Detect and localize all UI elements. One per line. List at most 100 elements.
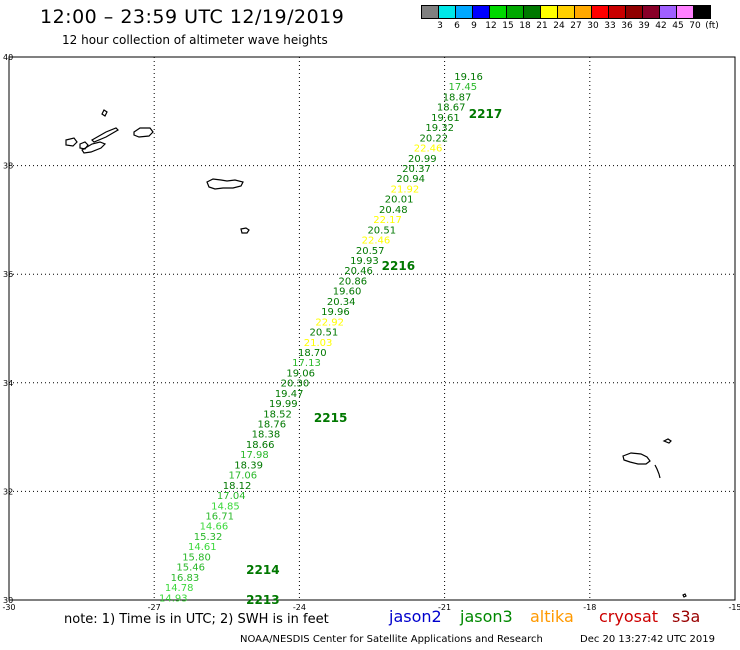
x-tick-label: -18 — [583, 603, 596, 612]
swh-value: 18.38 — [252, 430, 281, 441]
wave-height-legend: 3 6 9 12 15 18 21 24 27 30 33 36 39 42 45 70 (ft) — [421, 5, 719, 33]
legend-label: 18 — [519, 21, 531, 31]
swh-value: 18.67 — [437, 103, 466, 114]
swh-value: 14.66 — [200, 522, 229, 533]
axis-tick-labels: -30 -27 -24 -21 -18 -15 40 38 36 34 32 30 — [2, 53, 740, 612]
swh-value: 19.47 — [275, 389, 304, 400]
y-tick-label: 30 — [3, 596, 13, 605]
legend-label: 39 — [638, 21, 650, 31]
x-tick-label: -21 — [438, 603, 451, 612]
map-border — [8, 56, 736, 601]
pass-number-label: 2216 — [382, 259, 415, 273]
legend-label: 30 — [587, 21, 599, 31]
y-tick-label: 36 — [3, 270, 13, 279]
swh-value: 20.99 — [408, 154, 437, 165]
swh-value: 21.03 — [304, 338, 333, 349]
legend-label: (ft) — [705, 21, 719, 31]
swh-value: 18.12 — [223, 481, 252, 492]
swh-value: 22.92 — [315, 317, 344, 328]
swh-value: 15.46 — [176, 563, 205, 574]
swh-value: 20.22 — [420, 133, 449, 144]
swh-value: 17.98 — [240, 450, 269, 461]
x-tick-label: -15 — [728, 603, 740, 612]
mission-altika: altika — [530, 607, 574, 626]
swh-value: 18.70 — [298, 348, 327, 359]
mission-jason3: jason3 — [460, 607, 513, 626]
grid-lines — [9, 57, 735, 600]
swh-value: 14.61 — [188, 542, 217, 553]
swh-value: 20.48 — [379, 205, 408, 216]
x-tick-label: -24 — [293, 603, 306, 612]
swh-value: 17.13 — [292, 358, 321, 369]
legend-label: 3 — [437, 21, 443, 31]
legend-swatch — [693, 5, 711, 19]
island-sao-miguel — [206, 178, 244, 190]
y-tick-label: 34 — [3, 379, 13, 388]
swh-value: 20.94 — [396, 174, 425, 185]
swh-value: 19.32 — [425, 123, 454, 134]
y-tick-label: 32 — [3, 487, 13, 496]
swh-value: 15.80 — [182, 552, 211, 563]
swh-value: 19.96 — [321, 307, 350, 318]
swh-value: 20.86 — [338, 276, 367, 287]
swh-value: 18.76 — [257, 420, 286, 431]
legend-label: 33 — [604, 21, 616, 31]
pass-number-label: 2215 — [314, 411, 347, 425]
legend-swatches — [421, 5, 711, 19]
y-tick-label: 40 — [3, 53, 13, 62]
island-desertas — [654, 464, 661, 479]
island-porto-santo — [662, 438, 672, 444]
island-corvo — [101, 109, 108, 117]
swh-value: 17.45 — [448, 82, 477, 93]
swh-value: 17.04 — [217, 491, 246, 502]
map-subtitle: 12 hour collection of altimeter wave hei… — [62, 33, 328, 47]
swh-value: 19.16 — [454, 72, 483, 83]
island-sao-jorge — [91, 127, 119, 143]
coastlines — [65, 109, 687, 598]
swh-value: 16.83 — [171, 573, 200, 584]
island-santa-maria — [240, 227, 250, 234]
legend-label: 42 — [655, 21, 667, 31]
legend-label: 70 — [689, 21, 701, 31]
mission-s3a: s3a — [672, 607, 701, 626]
map-frame — [8, 56, 736, 601]
legend-labels: 3 6 9 12 15 18 21 24 27 30 33 36 39 42 45 70 (ft) — [421, 19, 719, 33]
legend-label: 15 — [502, 21, 514, 31]
legend-label: 45 — [672, 21, 684, 31]
swh-value: 21.92 — [391, 184, 420, 195]
swh-value: 20.34 — [327, 297, 356, 308]
island-terceira — [133, 127, 154, 138]
pass-number-label: 2214 — [246, 563, 279, 577]
island-pico — [81, 141, 107, 154]
swh-value: 20.51 — [367, 225, 396, 236]
swh-value: 19.06 — [286, 368, 315, 379]
swh-value: 14.78 — [165, 583, 194, 594]
swh-value: 20.01 — [385, 195, 414, 206]
legend-label: 21 — [536, 21, 548, 31]
swh-value: 19.93 — [350, 256, 379, 267]
pass-labels: 2213 2214 2215 2216 2217 — [246, 107, 502, 607]
generated-timestamp: Dec 20 13:27:42 UTC 2019 — [580, 634, 715, 645]
legend-label: 9 — [471, 21, 477, 31]
swh-value: 16.71 — [205, 512, 234, 523]
swh-value: 15.32 — [194, 532, 223, 543]
swh-value: 17.06 — [229, 471, 258, 482]
swh-value: 18.52 — [263, 409, 292, 420]
swh-value: 18.87 — [443, 92, 472, 103]
legend-label: 12 — [485, 21, 497, 31]
y-tick-label: 38 — [3, 162, 13, 171]
swh-value: 18.39 — [234, 460, 263, 471]
x-tick-label: -27 — [148, 603, 161, 612]
pass-number-label: 2213 — [246, 593, 279, 607]
swh-value: 14.93 — [159, 593, 188, 604]
swh-value: 20.51 — [310, 328, 339, 339]
swh-value: 22.46 — [414, 144, 443, 155]
swh-value: 19.61 — [431, 113, 460, 124]
island-selvagens — [682, 593, 687, 598]
swh-value: 19.99 — [269, 399, 298, 410]
swh-value: 22.46 — [362, 236, 391, 247]
legend-label: 24 — [553, 21, 565, 31]
satellite-track: 14.9314.7816.8315.4615.8014.6115.3214.66… — [159, 72, 483, 604]
legend-label: 6 — [454, 21, 460, 31]
